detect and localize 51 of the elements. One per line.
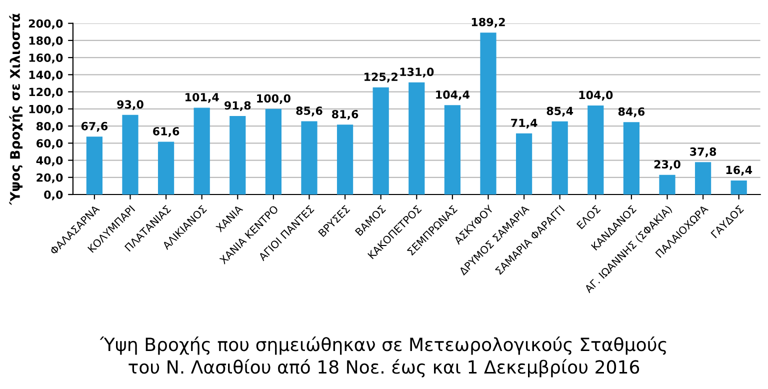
data-label: 85,4	[546, 106, 574, 117]
bar	[444, 105, 460, 194]
data-label: 104,4	[436, 90, 470, 100]
y-tick-label: 0,0	[44, 190, 63, 200]
bar	[588, 105, 604, 194]
data-label: 81,6	[332, 110, 358, 120]
y-tick-label: 60,0	[36, 139, 63, 149]
data-label: 71,4	[511, 118, 538, 128]
bar	[623, 122, 640, 194]
data-label: 189,2	[472, 18, 505, 28]
data-label: 61,6	[153, 127, 180, 137]
y-axis-title: Ύψος Βροχής σε Χιλιοστά	[9, 14, 23, 206]
bar	[194, 108, 210, 194]
bar	[122, 114, 138, 194]
bar	[730, 180, 747, 194]
data-label: 91,8	[224, 101, 251, 112]
bar	[265, 108, 282, 194]
y-tick-label: 160,0	[29, 54, 63, 64]
bar	[659, 174, 676, 194]
bar	[230, 116, 246, 194]
bar	[516, 133, 532, 194]
data-label: 131,0	[400, 68, 434, 78]
y-tick-label: 80,0	[36, 122, 63, 132]
data-label: 100,0	[257, 94, 290, 104]
bar	[86, 136, 102, 194]
data-label: 85,6	[296, 106, 322, 116]
bar	[694, 162, 712, 194]
bar	[372, 87, 389, 194]
y-tick-label: 120,0	[29, 88, 63, 98]
data-label: 37,8	[690, 147, 716, 158]
y-tick-label: 20,0	[36, 173, 63, 184]
y-tick-label: 40,0	[36, 156, 63, 166]
bar	[552, 121, 568, 194]
data-label: 104,0	[579, 90, 613, 101]
bar	[408, 82, 425, 194]
data-label: 101,4	[186, 93, 219, 103]
y-tick-label: 100,0	[29, 104, 63, 115]
data-label: 67,6	[81, 122, 108, 132]
bar	[158, 142, 174, 194]
data-label: 23,0	[654, 160, 680, 170]
data-label: 84,6	[618, 107, 645, 118]
y-tick-label: 200,0	[28, 19, 63, 30]
data-label: 125,2	[364, 72, 398, 82]
bar	[301, 121, 318, 194]
bar	[336, 124, 354, 194]
bar	[480, 32, 496, 194]
y-tick-label: 180,0	[29, 36, 63, 46]
y-tick-label: 140,0	[29, 70, 63, 80]
data-label: 16,4	[726, 166, 752, 176]
text: Ύψη Βροχής που σημειώθηκαν σε Μετεωρολογικούς Σταθμούς του Ν. Λασιθίου από 18 Νοε. έως και 1 Δεκεμβρίου 2016	[100, 336, 666, 378]
data-label: 93,0	[117, 100, 144, 110]
